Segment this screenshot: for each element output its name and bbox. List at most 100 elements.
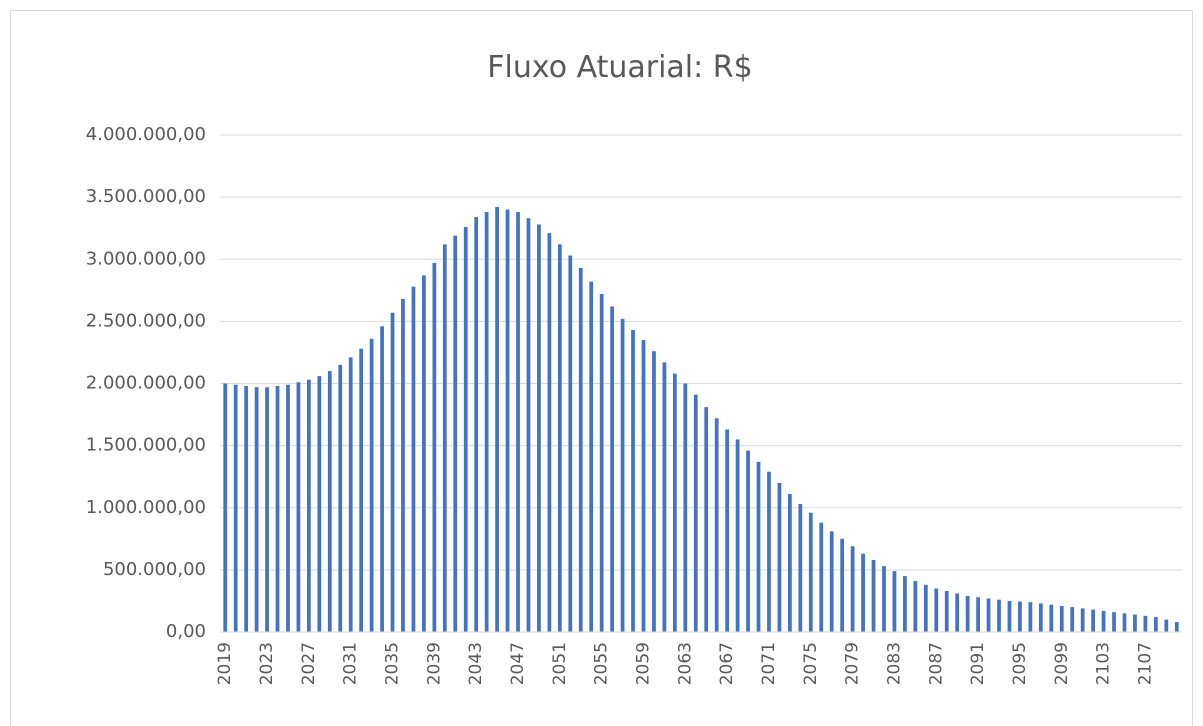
bar: [296, 382, 301, 632]
x-tick-label: 2051: [550, 642, 570, 685]
y-tick-label: 4.000.000,00: [86, 124, 206, 145]
bar: [1007, 600, 1012, 632]
bar: [1122, 613, 1127, 632]
bar: [965, 595, 970, 632]
bar: [401, 299, 405, 632]
x-tick-label: 2103: [1094, 642, 1114, 685]
bar: [641, 340, 646, 632]
y-tick-label: 500.000,00: [103, 559, 206, 580]
bar: [610, 306, 615, 632]
bar: [390, 312, 395, 632]
bar: [683, 383, 688, 632]
bar: [620, 318, 625, 632]
x-tick-label: 2047: [508, 642, 528, 685]
bar: [1143, 615, 1148, 632]
bar: [568, 255, 573, 632]
bar: [1038, 603, 1043, 632]
x-tick-label: 2083: [884, 642, 904, 685]
bar: [265, 387, 269, 632]
bar: [348, 357, 353, 632]
bar: [693, 394, 698, 632]
bar: [1049, 604, 1054, 632]
bar: [923, 584, 928, 632]
bar: [1174, 622, 1179, 632]
bar: [474, 217, 479, 632]
bar: [422, 275, 426, 632]
bar: [787, 494, 792, 632]
bar: [1091, 609, 1096, 632]
y-tick-label: 1.500.000,00: [86, 435, 206, 456]
bar: [652, 351, 656, 632]
bar: [735, 439, 740, 632]
x-tick-label: 2055: [592, 642, 612, 685]
y-tick-label: 0,00: [166, 621, 206, 642]
bar: [903, 576, 907, 632]
bar: [432, 262, 437, 632]
bar: [829, 531, 834, 632]
bar: [537, 224, 541, 632]
bar: [756, 461, 761, 632]
bar: [934, 588, 939, 632]
x-tick-label: 2091: [968, 642, 988, 685]
bar: [1101, 610, 1106, 632]
bar: [976, 597, 980, 632]
bar: [453, 235, 458, 632]
bar: [286, 384, 290, 632]
bar: [997, 599, 1001, 632]
bar: [1112, 612, 1116, 632]
bar: [1059, 605, 1064, 632]
chart-title: Fluxo Atuarial: R$: [487, 50, 752, 85]
bar: [223, 383, 228, 632]
x-tick-label: 2099: [1052, 642, 1072, 685]
bar: [1164, 619, 1169, 632]
x-tick-label: 2087: [926, 642, 946, 685]
bar: [1070, 607, 1075, 632]
bar: [777, 482, 782, 632]
y-tick-label: 2.000.000,00: [86, 373, 206, 394]
y-tick-label: 2.500.000,00: [86, 310, 206, 331]
y-tick-label: 3.500.000,00: [86, 186, 206, 207]
x-tick-label: 2067: [717, 642, 737, 685]
bar: [704, 407, 709, 632]
bar: [306, 379, 311, 632]
x-tick-label: 2071: [759, 642, 779, 685]
bar: [557, 244, 562, 632]
bar: [808, 512, 813, 632]
x-tick-label: 2063: [675, 642, 695, 685]
x-tick-label: 2075: [801, 642, 821, 685]
x-tick-label: 2031: [341, 642, 361, 685]
x-tick-label: 2059: [633, 642, 653, 685]
y-tick-label: 3.000.000,00: [86, 248, 206, 269]
x-tick-label: 2035: [383, 642, 403, 685]
bar: [526, 218, 531, 632]
bar: [484, 212, 489, 632]
x-tick-label: 2039: [424, 642, 444, 685]
x-tick-label: 2027: [299, 642, 319, 685]
x-tick-label: 2023: [257, 642, 277, 685]
bar: [1018, 601, 1022, 632]
bar: [714, 418, 719, 632]
bar: [578, 267, 583, 632]
bar: [495, 207, 499, 632]
bar: [463, 226, 468, 632]
bar: [871, 559, 876, 632]
bar: [275, 385, 280, 632]
bar: [516, 212, 520, 632]
bar: [767, 471, 771, 632]
bar: [662, 362, 667, 632]
bar: [589, 281, 594, 632]
bar: [327, 371, 332, 632]
bar: [850, 546, 855, 632]
bar: [725, 429, 730, 632]
bar: [840, 538, 845, 632]
bar: [244, 385, 249, 632]
bar: [944, 590, 949, 632]
bar: [359, 348, 364, 632]
x-tick-label: 2079: [843, 642, 863, 685]
x-tick-label: 2107: [1135, 642, 1155, 685]
bar: [442, 244, 447, 632]
bar: [254, 387, 259, 632]
x-tick-label: 2095: [1010, 642, 1030, 685]
bar: [955, 593, 960, 632]
bar: [317, 376, 322, 632]
